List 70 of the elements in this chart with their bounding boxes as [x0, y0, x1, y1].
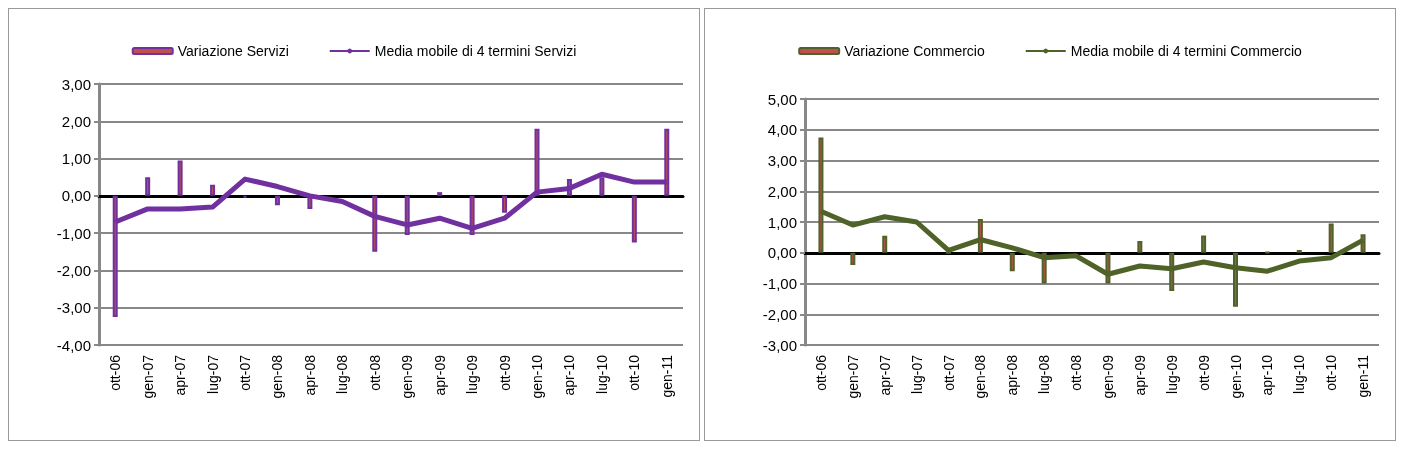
bar [145, 177, 151, 196]
y-tick-label: -3,00 [762, 336, 797, 354]
x-tick-label: apr-07 [876, 354, 893, 396]
x-tick-label: lug-07 [204, 354, 221, 394]
bar [850, 252, 856, 266]
bar [502, 195, 508, 213]
x-tick-label: gen-07 [139, 354, 156, 399]
x-tick-label: ott-10 [1323, 354, 1340, 391]
x-tick-label: gen-07 [844, 354, 861, 399]
x-tick-label: ott-09 [496, 354, 513, 391]
bar [1201, 235, 1207, 253]
bar [274, 195, 280, 206]
x-tick-label: lug-08 [1036, 354, 1053, 394]
y-tick-label: -2,00 [762, 305, 797, 323]
x-tick-label: ott-08 [1068, 354, 1085, 391]
x-tick-label: ott-09 [1195, 354, 1212, 391]
x-tick-label: ott-07 [237, 354, 253, 391]
x-tick-label: lug-09 [464, 354, 481, 394]
y-tick-label: 3,00 [767, 152, 797, 169]
y-tick-label: -3,00 [56, 299, 91, 317]
bar [599, 177, 605, 196]
x-tick-label: lug-10 [1291, 354, 1308, 394]
x-tick-label: ott-06 [107, 354, 124, 391]
legend-label: Variazione Commercio [844, 43, 985, 59]
bar [631, 195, 637, 243]
y-tick-label: 4,00 [767, 121, 797, 139]
x-tick-label: gen-11 [1355, 354, 1372, 398]
bar [1009, 252, 1015, 272]
x-tick-label: ott-10 [626, 354, 643, 391]
x-tick-label: lug-08 [334, 354, 351, 394]
x-tick-label: apr-08 [1004, 354, 1021, 396]
x-tick-label: apr-10 [561, 354, 578, 396]
x-tick-label: lug-09 [1163, 354, 1180, 394]
bar [882, 235, 888, 253]
x-tick-label: apr-09 [431, 354, 448, 396]
x-tick-label: gen-09 [1099, 354, 1116, 399]
y-tick-label: -1,00 [56, 224, 91, 242]
x-tick-label: gen-10 [529, 354, 545, 399]
x-tick-label: apr-10 [1259, 354, 1276, 396]
y-tick-label: 2,00 [61, 112, 91, 130]
x-tick-label: apr-08 [301, 354, 318, 396]
y-tick-label: 5,00 [767, 90, 797, 108]
x-tick-label: lug-10 [593, 354, 610, 394]
x-tick-label: ott-06 [812, 354, 829, 391]
bar [177, 160, 183, 196]
x-tick-label: lug-07 [908, 354, 925, 394]
x-tick-label: apr-07 [172, 354, 189, 396]
legend-label: Variazione Servizi [177, 43, 289, 59]
bar [1328, 223, 1334, 253]
y-tick-label: 2,00 [767, 182, 797, 200]
y-tick-label: -4,00 [56, 336, 91, 354]
y-tick-label: -1,00 [762, 275, 797, 292]
x-tick-label: ott-08 [366, 354, 383, 391]
x-tick-label: apr-09 [1131, 354, 1148, 396]
y-tick-label: 3,00 [61, 75, 91, 93]
x-tick-label: gen-08 [972, 354, 989, 399]
bar [1137, 241, 1143, 253]
y-tick-label: -2,00 [56, 261, 91, 279]
x-tick-label: gen-10 [1227, 354, 1244, 399]
y-tick-label: 1,00 [767, 213, 797, 231]
y-tick-label: 0,00 [767, 244, 797, 262]
bar [210, 184, 216, 196]
legend-label: Media mobile di 4 termini Commercio [1070, 43, 1303, 59]
x-tick-label: gen-08 [269, 354, 286, 399]
legend-label: Media mobile di 4 termini Servizi [374, 43, 577, 59]
y-tick-label: 0,00 [61, 187, 91, 205]
x-tick-label: gen-09 [399, 354, 416, 399]
y-tick-label: 1,00 [61, 150, 91, 168]
x-tick-label: ott-07 [940, 354, 957, 391]
x-tick-label: gen-11 [658, 354, 675, 398]
